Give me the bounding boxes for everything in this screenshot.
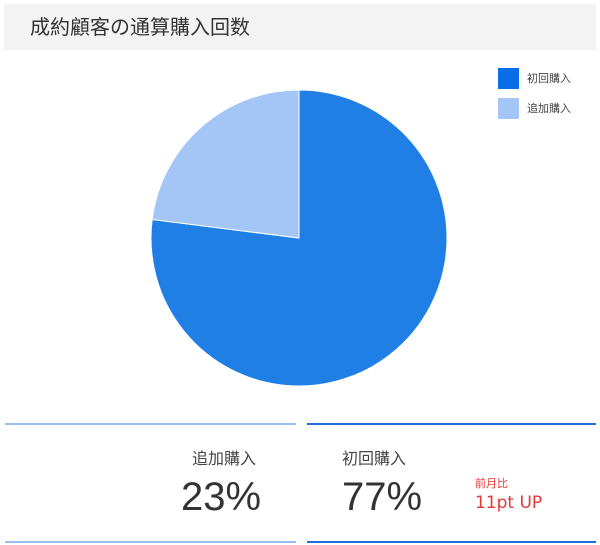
pie-slice-additional-purchase: [151, 89, 300, 239]
legend-swatch: [498, 67, 519, 89]
comparison-label: 前月比: [475, 477, 508, 490]
additional-purchase-card: 追加購入 23%: [5, 423, 296, 543]
comparison-value: 11pt UP: [475, 493, 543, 513]
legend: 初回購入 追加購入: [498, 67, 571, 128]
card-label: 追加購入: [192, 449, 257, 468]
month-comparison: 前月比 11pt UP: [475, 475, 542, 513]
card-value: 77%: [342, 475, 423, 519]
legend-item: 初回購入: [498, 67, 571, 89]
card-value: 23%: [181, 475, 262, 519]
first-purchase-card: 初回購入 77% 前月比 11pt UP: [307, 423, 596, 543]
legend-swatch: [498, 97, 519, 119]
legend-item: 追加購入: [498, 97, 571, 119]
card-label: 初回購入: [342, 449, 407, 468]
pie-chart: [150, 89, 448, 387]
legend-label: 初回購入: [527, 72, 571, 85]
chart-title: 成約顧客の通算購入回数: [4, 4, 596, 50]
legend-label: 追加購入: [527, 102, 571, 115]
